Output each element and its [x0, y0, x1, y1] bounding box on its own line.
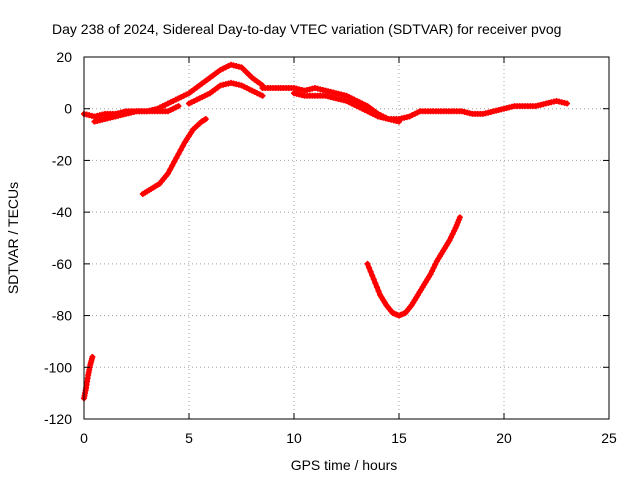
data-point: [165, 170, 171, 177]
axes: [83, 56, 610, 420]
y-tick-label: -20: [52, 152, 72, 168]
data-point: [372, 280, 379, 287]
series-track-far-left: [81, 353, 96, 402]
x-axis-title: GPS time / hours: [291, 457, 398, 473]
data-point: [366, 264, 373, 271]
series-track-upper-left: [81, 61, 266, 120]
data-point: [367, 268, 374, 275]
x-tick-label: 0: [80, 430, 88, 446]
y-axis-title: SDTVAR / TECUs: [5, 182, 21, 294]
data-point: [451, 227, 458, 234]
data-point: [183, 136, 190, 143]
data-point: [456, 214, 463, 221]
series-track-inner-arc: [186, 79, 266, 107]
y-tick-label: -120: [44, 411, 72, 427]
x-tick-label: 15: [391, 430, 407, 446]
series-track-v-shape: [364, 214, 463, 319]
data-point: [177, 147, 184, 154]
series-layer: [81, 61, 570, 402]
y-tick-label: -100: [44, 359, 72, 375]
x-tick-label: 25: [601, 430, 617, 446]
data-point: [375, 288, 382, 295]
series-track-lower-left-segment: [91, 103, 182, 125]
data-point: [364, 260, 371, 267]
series-track-rising: [139, 116, 209, 198]
x-tick-label: 20: [496, 430, 512, 446]
data-point: [447, 234, 454, 241]
data-point: [449, 231, 456, 238]
data-point: [89, 353, 96, 360]
x-tick-label: 10: [286, 430, 302, 446]
data-point: [432, 261, 439, 268]
y-tick-label: 0: [64, 101, 72, 117]
data-point: [173, 154, 180, 161]
series-track-center-lower: [291, 90, 402, 125]
data-point: [373, 284, 380, 291]
data-point: [175, 150, 182, 157]
data-point: [188, 129, 195, 136]
data-point: [175, 103, 182, 110]
data-point: [202, 116, 209, 123]
chart-title: Day 238 of 2024, Sidereal Day-to-day VTE…: [52, 21, 561, 37]
data-point: [179, 143, 186, 150]
x-tick-label: 5: [185, 430, 193, 446]
data-point: [167, 166, 174, 173]
data-point: [370, 276, 377, 283]
data-point: [427, 271, 434, 278]
data-point: [396, 118, 402, 125]
data-point: [430, 264, 437, 271]
tick-labels: 0 5 10 15 20 25 -120 -100 -80 -60 -40 -20 0 20: [44, 49, 617, 446]
plot-frame: [83, 56, 610, 420]
y-tick-label: -40: [52, 204, 72, 220]
data-point: [181, 139, 188, 146]
data-point: [564, 100, 570, 107]
data-point: [171, 158, 178, 165]
data-point: [369, 272, 376, 279]
series-track-center-right: [259, 85, 570, 123]
y-tick-label: -60: [52, 256, 72, 272]
data-point: [259, 92, 266, 99]
data-point: [186, 132, 192, 139]
y-tick-label: 20: [56, 49, 72, 65]
data-point: [446, 237, 453, 244]
y-tick-label: -80: [52, 308, 72, 324]
data-point: [169, 162, 176, 169]
data-point: [429, 267, 436, 274]
